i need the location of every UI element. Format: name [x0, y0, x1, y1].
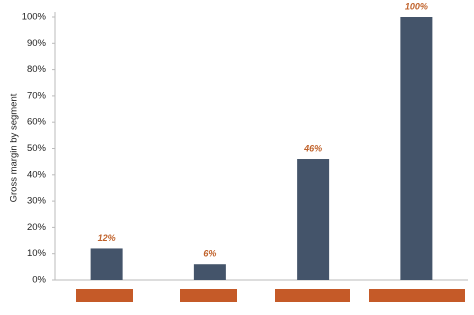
- y-tick-label: 20%: [27, 222, 47, 233]
- category-placeholders: [76, 289, 465, 302]
- bar: [400, 17, 433, 280]
- y-tick-label: 90%: [27, 38, 47, 49]
- value-label: 46%: [303, 143, 322, 153]
- category-box: [275, 289, 350, 302]
- y-tick-label: 0%: [32, 275, 46, 286]
- y-tick-label: 100%: [22, 12, 47, 23]
- bar: [193, 264, 226, 280]
- category-box: [369, 289, 465, 302]
- y-tick-label: 70%: [27, 90, 47, 101]
- y-tick-label: 30%: [27, 196, 47, 207]
- y-tick-label: 50%: [27, 143, 47, 154]
- y-axis-label: Gross margin by segment: [9, 93, 20, 202]
- y-tick-label: 80%: [27, 64, 47, 75]
- category-box: [76, 289, 133, 302]
- value-label: 6%: [203, 249, 216, 259]
- bar: [297, 159, 330, 280]
- value-label: 100%: [405, 1, 428, 11]
- value-label: 12%: [98, 233, 116, 243]
- bar: [90, 248, 123, 280]
- y-tick-label: 60%: [27, 117, 47, 128]
- category-box: [180, 289, 237, 302]
- y-tick-label: 40%: [27, 169, 47, 180]
- y-tick-label: 10%: [27, 248, 47, 259]
